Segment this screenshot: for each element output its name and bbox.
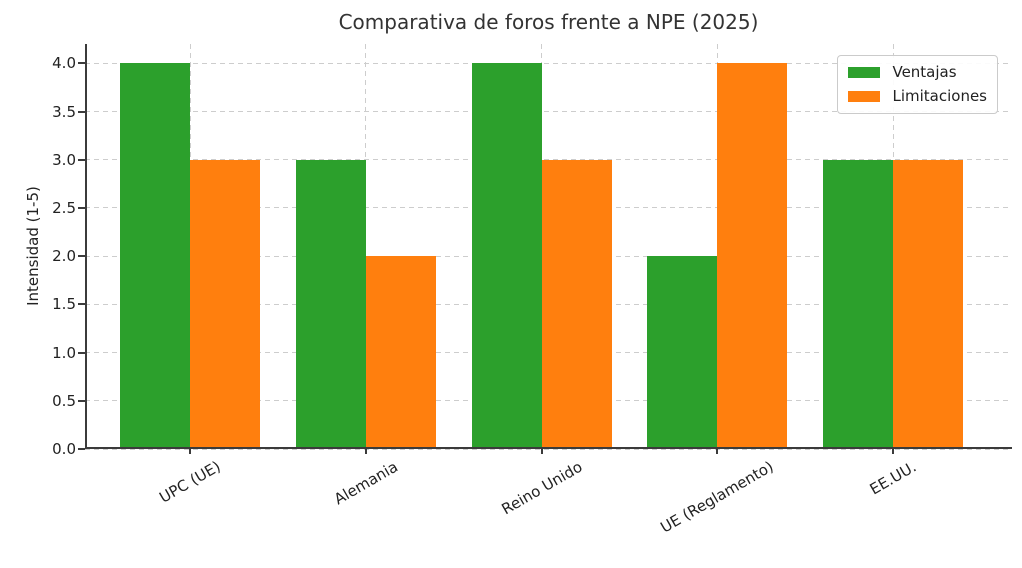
x-tick-mark [364, 449, 367, 454]
y-tick-mark [78, 206, 85, 209]
bar-limitaciones-1 [365, 256, 436, 447]
y-axis-spine [85, 44, 87, 449]
gridline-horizontal [85, 62, 1012, 64]
bar-ventajas-2 [471, 63, 542, 447]
x-tick-mark [716, 449, 719, 454]
gridline-horizontal [85, 448, 1012, 450]
gridline-horizontal [85, 111, 1012, 112]
y-tick-mark [78, 62, 85, 65]
plot-area [78, 44, 1012, 454]
y-tick-label: 1.5 [52, 295, 76, 314]
x-tick-mark [892, 449, 894, 454]
y-tick-label: 0.5 [52, 391, 76, 410]
y-tick-label: 4.0 [52, 54, 76, 73]
y-tick-label: 0.0 [52, 440, 76, 458]
bar-ventajas-0 [120, 63, 190, 447]
bar-ventajas-4 [823, 159, 893, 447]
y-tick-mark [78, 110, 85, 113]
legend: Ventajas Limitaciones [837, 55, 998, 114]
x-tick-label: Alemania [330, 457, 401, 508]
x-tick-label: UE (Reglamento) [657, 457, 777, 537]
y-tick-label: 2.5 [52, 198, 76, 217]
y-tick-mark [78, 448, 85, 450]
legend-item-ventajas: Ventajas [848, 63, 987, 81]
gridline-vertical [365, 44, 367, 449]
y-tick-label: 3.5 [52, 102, 76, 121]
bar-limitaciones-2 [541, 159, 612, 447]
x-axis-spine [85, 447, 1012, 449]
legend-label: Ventajas [892, 63, 957, 81]
x-tick-label: EE.UU. [866, 457, 920, 498]
y-tick-mark [78, 351, 85, 354]
y-tick-label: 1.0 [52, 343, 76, 362]
gridline-horizontal [85, 159, 1012, 161]
x-tick-label: Reino Unido [498, 457, 585, 518]
y-tick-mark [78, 158, 85, 161]
chart-title: Comparativa de foros frente a NPE (2025) [338, 10, 759, 34]
bar-limitaciones-0 [190, 159, 260, 447]
x-tick-mark [189, 449, 191, 454]
y-tick-mark [78, 399, 85, 402]
x-tick-mark [540, 449, 543, 454]
bar-ventajas-3 [647, 256, 718, 447]
legend-swatch-ventajas [848, 66, 881, 78]
legend-label: Limitaciones [892, 87, 987, 105]
bar-limitaciones-4 [893, 159, 963, 447]
x-tick-label: UPC (UE) [156, 457, 224, 507]
bar-ventajas-1 [295, 159, 366, 447]
y-tick-mark [78, 255, 85, 258]
legend-item-limitaciones: Limitaciones [848, 87, 987, 105]
y-tick-label: 2.0 [52, 247, 76, 266]
y-tick-mark [78, 303, 85, 306]
bar-limitaciones-3 [717, 63, 788, 447]
legend-swatch-limitaciones [848, 90, 881, 102]
y-tick-label: 3.0 [52, 150, 76, 169]
